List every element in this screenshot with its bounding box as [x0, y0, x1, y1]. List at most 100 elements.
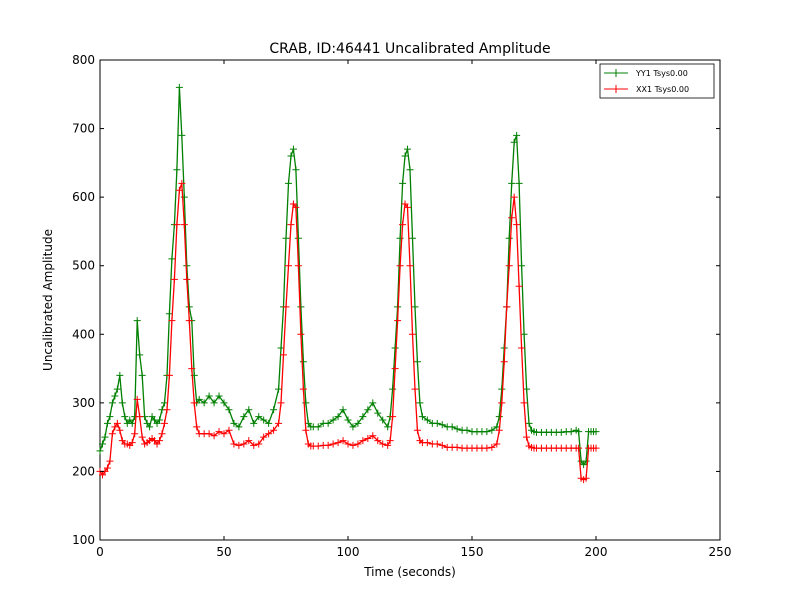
data-point [391, 344, 399, 352]
data-point [389, 413, 397, 421]
data-point [493, 440, 501, 448]
series-1 [96, 179, 600, 484]
data-point [505, 234, 513, 242]
data-point [277, 399, 285, 407]
data-point [488, 426, 496, 434]
data-point [406, 166, 414, 174]
data-point [275, 419, 283, 427]
y-axis-label: Uncalibrated Amplitude [41, 229, 55, 371]
data-point [98, 440, 106, 448]
data-point [220, 430, 228, 438]
data-point [128, 419, 136, 427]
legend-label-yy1: YY1 Tsys0.00 [635, 69, 688, 78]
data-point [314, 442, 322, 450]
data-point [483, 444, 491, 452]
legend: YY1 Tsys0.00 XX1 Tsys0.00 [599, 63, 715, 99]
y-tick-label: 300 [72, 396, 95, 410]
data-point [349, 441, 357, 449]
data-point [423, 416, 431, 424]
data-point [575, 428, 583, 436]
data-point [183, 275, 191, 283]
data-point [205, 392, 213, 400]
ticks-layer: 0 50 100 150 200 250 100 200 300 400 500 600 700 800 [72, 53, 731, 559]
x-tick-label: 150 [461, 545, 484, 559]
data-point [592, 444, 600, 452]
data-point [413, 358, 421, 366]
data-point [210, 432, 218, 440]
data-point [205, 430, 213, 438]
data-point [163, 406, 171, 414]
data-point [158, 430, 166, 438]
data-point [289, 145, 297, 153]
data-point [138, 433, 146, 441]
data-point [334, 439, 342, 447]
x-axis-label: Time (seconds) [363, 565, 456, 579]
data-point [339, 437, 347, 445]
data-point [136, 351, 144, 359]
data-point [175, 83, 183, 91]
data-point [523, 433, 531, 441]
axes-frame [99, 59, 721, 541]
legend-entry-yy1: YY1 Tsys0.00 [604, 69, 688, 78]
data-point [299, 358, 307, 366]
data-point [297, 330, 305, 338]
legend-marker-yy1 [612, 69, 620, 77]
data-point [374, 409, 382, 417]
data-point [240, 440, 248, 448]
data-point [513, 131, 521, 139]
y-tick-label: 200 [72, 464, 95, 478]
legend-box [599, 63, 715, 99]
data-point [195, 395, 203, 403]
data-point [520, 399, 528, 407]
data-point [180, 221, 188, 229]
data-point [515, 282, 523, 290]
data-point [185, 317, 193, 325]
data-point [299, 385, 307, 393]
data-point [185, 303, 193, 311]
data-point [131, 430, 139, 438]
data-point [404, 145, 412, 153]
data-point [282, 234, 290, 242]
data-point [515, 179, 523, 187]
data-point [406, 262, 414, 270]
data-point [518, 262, 526, 270]
data-point [582, 457, 590, 465]
data-point [488, 443, 496, 451]
data-point [106, 457, 114, 465]
data-point [284, 179, 292, 187]
data-point [401, 152, 409, 160]
data-point [165, 371, 173, 379]
data-point [230, 440, 238, 448]
data-point [386, 437, 394, 445]
data-point [520, 330, 528, 338]
data-point [215, 428, 223, 436]
data-point [416, 399, 424, 407]
data-point [404, 203, 412, 211]
data-point [389, 385, 397, 393]
data-point [399, 221, 407, 229]
data-point [354, 419, 362, 427]
data-point [255, 413, 263, 421]
y-tick-label: 700 [72, 122, 95, 136]
data-point [160, 419, 168, 427]
legend-label-xx1: XX1 Tsys0.00 [636, 85, 689, 94]
y-tick-label: 500 [72, 259, 95, 273]
data-point [334, 413, 342, 421]
data-point [210, 399, 218, 407]
data-point [270, 406, 278, 414]
data-point [423, 439, 431, 447]
data-point [384, 441, 392, 449]
data-point [453, 443, 461, 451]
legend-marker-xx1 [612, 85, 620, 93]
data-point [354, 440, 362, 448]
data-point [160, 399, 168, 407]
x-tick-label: 100 [337, 545, 360, 559]
data-point [146, 423, 154, 431]
data-point [173, 221, 181, 229]
data-point [108, 430, 116, 438]
data-point [324, 419, 332, 427]
data-point [106, 413, 114, 421]
data-point [500, 358, 508, 366]
